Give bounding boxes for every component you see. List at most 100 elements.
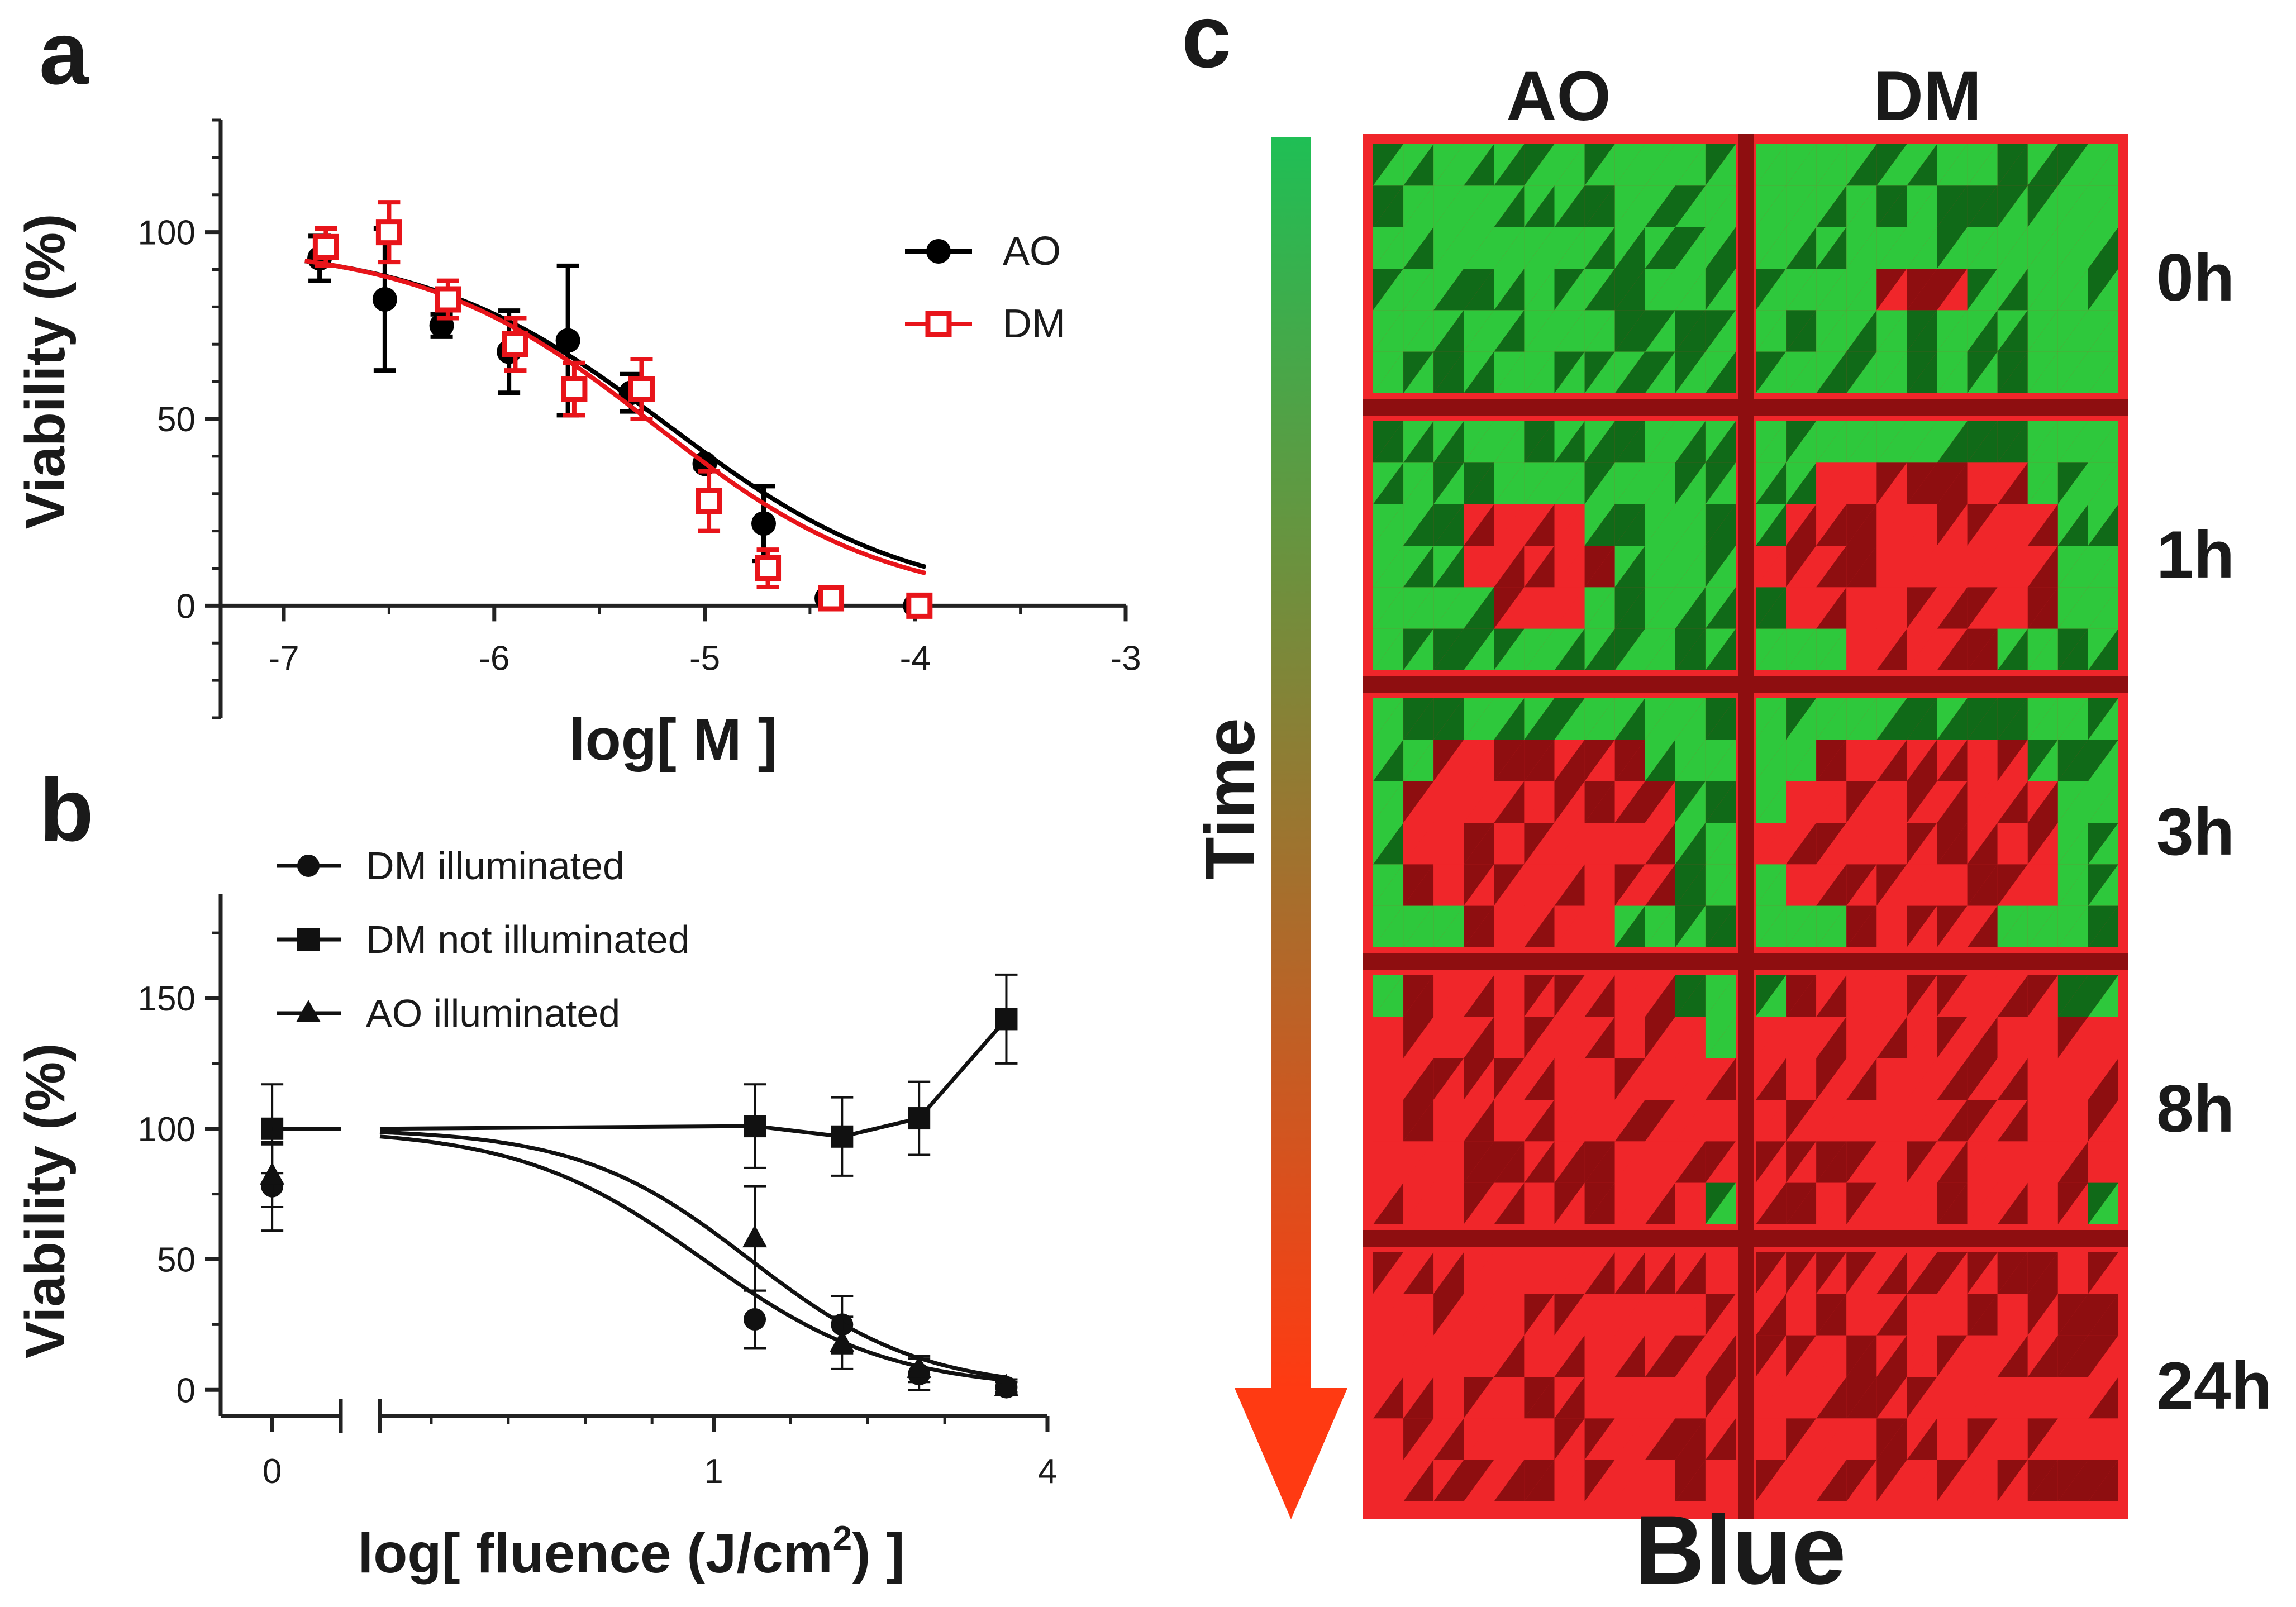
cell-tile [1816, 864, 1847, 906]
cell-tile [1584, 1182, 1615, 1224]
cell-tile [1846, 905, 1877, 947]
cell-tile [1554, 587, 1585, 629]
cell-tile [2027, 1377, 2058, 1419]
cell-tile [1907, 546, 1937, 588]
cell-tile [1373, 504, 1404, 546]
cell-tile [1554, 823, 1585, 865]
cell-tile [1756, 1252, 1787, 1294]
cell-tile [1675, 504, 1706, 546]
cell-tile [1967, 1460, 1998, 1501]
cell-tile [1846, 1335, 1877, 1377]
panel-b-point [995, 1008, 1018, 1031]
cell-tile [1846, 185, 1877, 227]
cell-tile [1373, 421, 1404, 463]
cell-tile [1584, 1058, 1615, 1100]
panel-b-point [831, 1125, 854, 1148]
legend-label: DM not illuminated [366, 918, 690, 961]
cell-tile [1816, 698, 1847, 740]
cell-tile [1846, 144, 1877, 186]
cell-tile [2027, 269, 2058, 311]
cell-tile [2027, 504, 2058, 546]
cell-tile [1816, 1017, 1847, 1058]
cell-tile [1614, 227, 1645, 269]
cell-tile [2027, 587, 2058, 629]
cell-tile [1997, 587, 2028, 629]
cell-tile [1937, 1252, 1968, 1294]
cell-tile [1997, 351, 2028, 393]
cell-tile [1876, 740, 1907, 781]
panel-a-series-ao [304, 226, 928, 618]
cell-tile [1645, 1182, 1675, 1224]
cell-tile [1614, 1460, 1645, 1501]
cell-tile [1937, 587, 1968, 629]
cell-tile [1403, 1100, 1434, 1142]
cell-tile [1584, 698, 1615, 740]
cell-tile [1524, 587, 1555, 629]
cell-tile [1937, 504, 1968, 546]
cell-tile [1645, 781, 1675, 823]
cell-tile [1967, 144, 1998, 186]
cell-tile [2027, 144, 2058, 186]
cell-tile [1524, 185, 1555, 227]
cell-tile [1816, 1182, 1847, 1224]
cell-tile [1614, 1100, 1645, 1142]
cell-tile [1524, 546, 1555, 588]
cell-tile [1524, 864, 1555, 906]
cell-tile [1846, 628, 1877, 670]
cell-tile [1997, 975, 2028, 1017]
panel-a-y-tick-label: 0 [177, 587, 196, 626]
cell-tile [1846, 781, 1877, 823]
cell-tile [1524, 628, 1555, 670]
cell-tile [1554, 504, 1585, 546]
cell-tile [2088, 1460, 2118, 1501]
cell-tile [1645, 546, 1675, 588]
cell-tile [2088, 1460, 2118, 1501]
cell-tile [1403, 975, 1434, 1017]
cell-tile [1494, 781, 1525, 823]
cell-tile [1846, 1377, 1877, 1419]
cell-tile [1433, 351, 1464, 393]
cell-tile [1403, 1058, 1434, 1100]
cell-tile [1373, 1017, 1404, 1058]
cell-tile [1554, 227, 1585, 269]
cell-tile [1997, 1141, 2028, 1183]
cell-tile [1756, 698, 1787, 740]
cell-tile [1675, 698, 1706, 740]
cell-tile [1614, 698, 1645, 740]
cell-tile [1705, 1100, 1736, 1142]
cell-tile [1786, 975, 1817, 1017]
cell-tile [1645, 1252, 1675, 1294]
cell-tile [1756, 905, 1787, 947]
cell-tile [1554, 1377, 1585, 1419]
cell-tile [1524, 1100, 1555, 1142]
cell-tile [2027, 628, 2058, 670]
cell-tile [1907, 587, 1937, 629]
cell-tile [1403, 823, 1434, 865]
cell-tile [1675, 864, 1706, 906]
cell-tile [1997, 1335, 2028, 1377]
panel-b-x-tick-label: 4 [1038, 1452, 1057, 1491]
cell-tile [2057, 310, 2088, 352]
cell-tile [1554, 310, 1585, 352]
cell-tile [1756, 310, 1787, 352]
cell-tile [1584, 421, 1615, 463]
cell-tile [1554, 864, 1585, 906]
cell-tile [1433, 144, 1464, 186]
cell-tile [1705, 587, 1736, 629]
panel-a-y-tick-label: 50 [157, 400, 196, 439]
cell-tile [1433, 1252, 1464, 1294]
cell-tile [1675, 144, 1706, 186]
cell-tile [1464, 1058, 1494, 1100]
cell-tile [1937, 1058, 1968, 1100]
micrograph-cell [1373, 144, 1736, 393]
cell-tile [1614, 1141, 1645, 1183]
cell-tile [2057, 1294, 2088, 1336]
cell-tile [1373, 1377, 1404, 1419]
cell-tile [1614, 975, 1645, 1017]
cell-tile [1403, 1141, 1434, 1183]
cell-tile [1907, 1460, 1937, 1501]
cell-tile [2057, 421, 2088, 463]
cell-tile [2027, 1141, 2058, 1183]
cell-tile [1997, 462, 2028, 504]
